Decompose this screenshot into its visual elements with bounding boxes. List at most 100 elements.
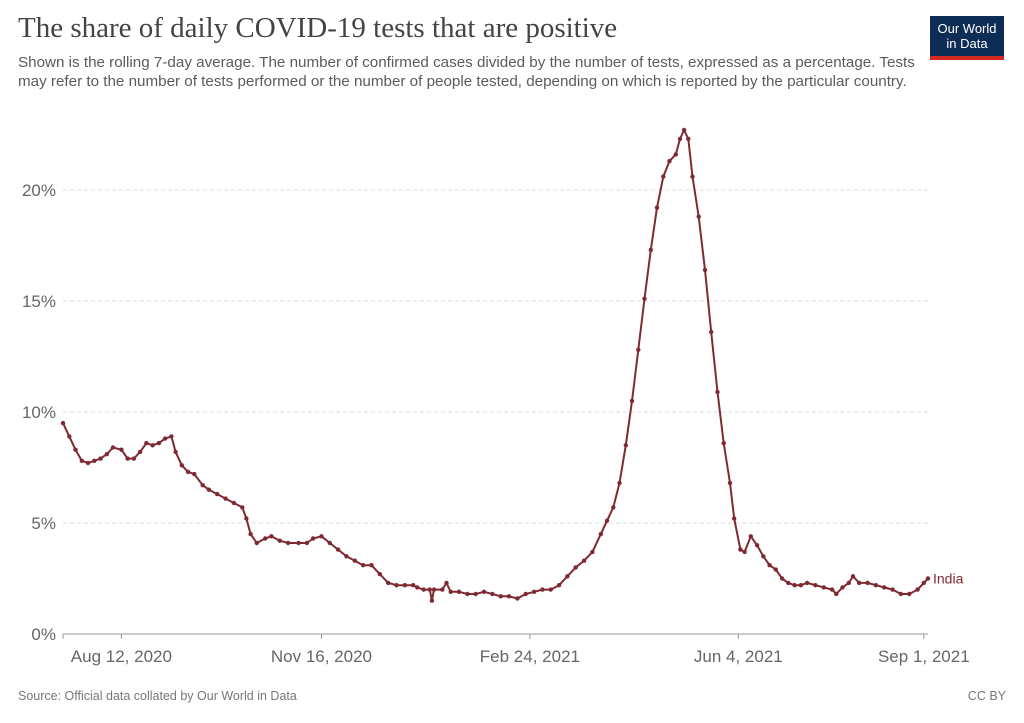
data-point bbox=[865, 580, 870, 586]
data-point bbox=[648, 247, 653, 253]
y-axis-ticks: 0% 5% 10% 15% 20% bbox=[22, 181, 56, 644]
data-point bbox=[490, 591, 495, 597]
data-point bbox=[779, 576, 785, 581]
data-point bbox=[642, 296, 647, 301]
data-point bbox=[110, 445, 116, 450]
data-point bbox=[352, 558, 357, 563]
data-point bbox=[263, 536, 268, 541]
data-point bbox=[67, 434, 72, 439]
series-line-india bbox=[62, 129, 929, 602]
x-tick-label: Sep 1, 2021 bbox=[878, 647, 970, 666]
data-point bbox=[921, 580, 926, 586]
data-point bbox=[411, 583, 416, 588]
data-point bbox=[654, 205, 660, 210]
data-point bbox=[344, 554, 349, 559]
data-point bbox=[481, 589, 487, 594]
owid-logo[interactable]: Our World in Data bbox=[930, 16, 1004, 60]
logo-line-1: Our World bbox=[937, 21, 997, 36]
data-point bbox=[98, 456, 103, 461]
data-point bbox=[617, 480, 622, 486]
data-point bbox=[840, 585, 845, 590]
chart-title: The share of daily COVID-19 tests that a… bbox=[18, 12, 618, 44]
data-point bbox=[92, 458, 97, 463]
data-point bbox=[611, 505, 616, 510]
data-point bbox=[169, 434, 174, 439]
data-point bbox=[548, 587, 553, 592]
data-point bbox=[573, 565, 578, 570]
y-tick-label: 0% bbox=[31, 625, 56, 644]
data-point bbox=[915, 587, 920, 592]
source-note: Source: Official data collated by Our Wo… bbox=[18, 689, 297, 703]
data-point bbox=[821, 585, 826, 590]
data-point bbox=[882, 585, 887, 590]
data-point bbox=[429, 598, 435, 603]
data-point bbox=[269, 534, 274, 539]
data-point bbox=[319, 534, 324, 539]
data-point bbox=[285, 540, 291, 546]
data-point bbox=[661, 174, 666, 179]
x-tick-label: Feb 24, 2021 bbox=[480, 647, 580, 666]
data-point bbox=[162, 436, 168, 441]
data-point bbox=[254, 540, 259, 546]
data-point bbox=[310, 536, 316, 541]
data-point bbox=[427, 587, 432, 592]
series-layer: India bbox=[60, 127, 964, 603]
data-point bbox=[498, 594, 503, 599]
data-point bbox=[556, 583, 562, 588]
x-tick-label: Aug 12, 2020 bbox=[71, 647, 172, 666]
data-point bbox=[813, 583, 818, 588]
data-point bbox=[415, 585, 420, 590]
data-point bbox=[244, 516, 249, 521]
data-point bbox=[767, 563, 772, 568]
series-label-india: India bbox=[933, 570, 964, 586]
license-link[interactable]: CC BY bbox=[967, 689, 1006, 703]
data-point bbox=[629, 398, 635, 404]
data-point bbox=[231, 500, 237, 506]
data-point bbox=[515, 596, 520, 601]
data-point bbox=[761, 554, 766, 559]
data-point bbox=[137, 449, 143, 455]
data-point bbox=[715, 389, 720, 395]
data-point bbox=[79, 458, 85, 463]
data-point bbox=[738, 547, 743, 552]
data-point bbox=[304, 540, 310, 546]
data-point bbox=[667, 158, 672, 164]
data-point bbox=[104, 452, 110, 457]
data-point bbox=[709, 329, 714, 335]
data-point bbox=[890, 587, 895, 592]
data-point bbox=[360, 563, 366, 568]
data-point bbox=[85, 460, 91, 466]
data-point bbox=[402, 583, 407, 588]
data-point bbox=[327, 540, 332, 546]
data-point bbox=[431, 587, 437, 592]
data-point bbox=[200, 483, 205, 488]
x-tick-label: Nov 16, 2020 bbox=[271, 647, 372, 666]
data-point bbox=[150, 443, 155, 448]
data-point bbox=[873, 583, 879, 588]
data-point bbox=[754, 543, 760, 548]
data-point bbox=[421, 587, 426, 592]
data-point bbox=[804, 580, 810, 586]
y-tick-label: 5% bbox=[31, 514, 56, 533]
data-point bbox=[248, 531, 253, 537]
data-point bbox=[681, 127, 687, 133]
data-point bbox=[223, 496, 228, 501]
data-point bbox=[850, 574, 856, 579]
data-point bbox=[240, 505, 245, 510]
data-point bbox=[523, 591, 528, 597]
data-point bbox=[727, 480, 733, 486]
data-point bbox=[829, 587, 835, 592]
data-point bbox=[179, 463, 184, 468]
logo-line-2: in Data bbox=[946, 36, 988, 51]
data-point bbox=[898, 591, 904, 597]
data-point bbox=[857, 580, 862, 586]
data-point bbox=[185, 469, 191, 475]
data-point bbox=[73, 447, 78, 452]
data-point bbox=[369, 563, 374, 568]
y-tick-label: 20% bbox=[22, 181, 56, 200]
data-point bbox=[465, 591, 470, 597]
data-point bbox=[581, 558, 587, 563]
data-point bbox=[394, 583, 399, 588]
data-point bbox=[335, 547, 341, 552]
